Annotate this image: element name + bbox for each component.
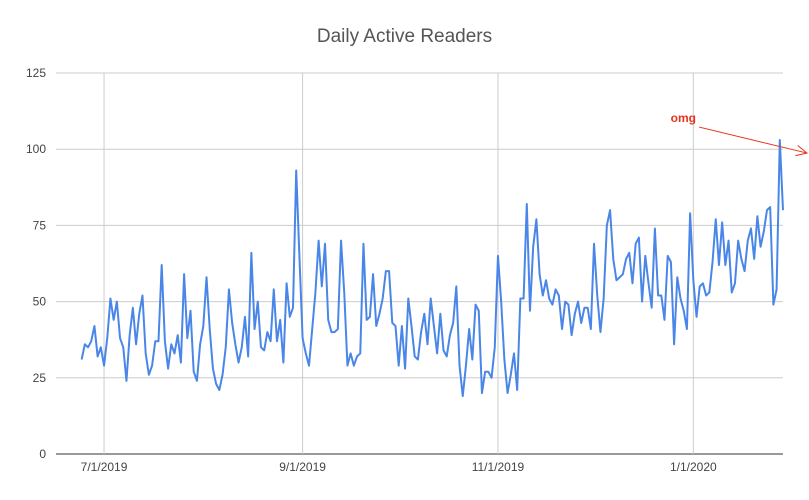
series-line xyxy=(82,140,783,396)
x-tick-label: 9/1/2019 xyxy=(279,460,326,474)
y-axis-tick-labels: 0 25 50 75 100 125 xyxy=(26,66,46,461)
annotation-label: omg xyxy=(671,111,696,125)
grid-lines xyxy=(56,73,783,454)
y-tick-label: 125 xyxy=(26,66,46,80)
x-tick-label: 1/1/2020 xyxy=(670,460,717,474)
series-layer xyxy=(82,140,783,396)
y-tick-label: 25 xyxy=(33,371,47,385)
y-tick-label: 100 xyxy=(26,142,46,156)
x-tick-label: 7/1/2019 xyxy=(81,460,128,474)
y-tick-label: 75 xyxy=(33,218,47,232)
x-axis-tick-labels: 7/1/2019 9/1/2019 11/1/2019 1/1/2020 xyxy=(81,460,717,474)
x-tick-label: 11/1/2019 xyxy=(472,460,525,474)
y-tick-label: 0 xyxy=(39,447,46,461)
y-tick-label: 50 xyxy=(33,295,47,309)
